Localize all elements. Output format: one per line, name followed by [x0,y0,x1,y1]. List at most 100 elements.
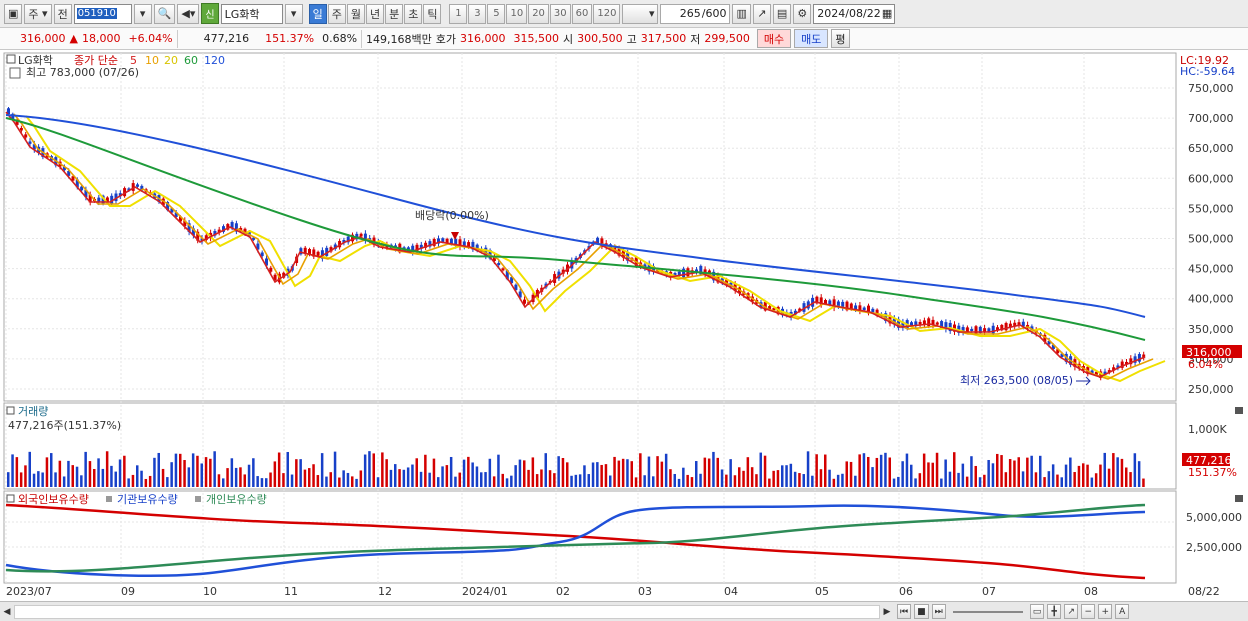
drawing-tools-icon[interactable]: ↗ [752,3,771,24]
sell-button[interactable]: 매도 [794,29,829,48]
date-field[interactable]: 2024/08/22 ▦ [813,3,896,24]
volume-bar [518,459,522,487]
divider [176,29,178,48]
calendar-icon[interactable]: ▦ [881,7,893,20]
name-dropdown-icon[interactable]: ▾ [284,3,303,24]
interval-button-10[interactable]: 10 [506,3,528,24]
volume-bar [660,461,664,487]
interval-button-120[interactable]: 120 [593,3,621,24]
volume-bar [1047,471,1051,487]
interval-button-5[interactable]: 5 [487,3,506,24]
jeon-button[interactable]: 전 [53,3,72,24]
save-icon[interactable]: ▤ [772,3,792,24]
candle-body [67,170,71,176]
period-tab-3[interactable]: 년 [365,3,385,24]
stock-code-input[interactable]: 051910 [73,3,132,24]
buy-button[interactable]: 매수 [756,29,792,48]
period-tab-4[interactable]: 분 [385,3,404,24]
scroll-right-icon[interactable]: ▶ [883,606,891,617]
prev-icon[interactable]: ⏮ [897,604,912,619]
font-icon[interactable]: A [1115,604,1130,619]
volume-bar [7,472,10,487]
speaker-icon[interactable]: ◀▾ [177,3,200,24]
panel-toggle-icon[interactable] [6,54,16,64]
candle-body [596,237,600,244]
interval-dropdown-icon[interactable]: ▾ [622,3,659,24]
interval-button-60[interactable]: 60 [571,3,593,24]
interval-button-1[interactable]: 1 [449,3,468,24]
candle-body [333,244,337,249]
volume-last-pct: 151.37% [1188,466,1237,479]
volume-panel-toggle-icon[interactable] [6,406,15,415]
volume-bar [37,471,40,487]
volume-bar [664,453,668,487]
volume-bar [1090,477,1094,487]
holding-panel-toggle-icon[interactable] [6,494,15,503]
scroll-left-icon[interactable]: ◀ [3,606,11,617]
volume-bar [836,474,840,487]
next-icon[interactable]: ⏭ [931,604,946,619]
candle-body [131,183,135,191]
volume-bar [15,457,19,487]
volume-bar [458,472,461,487]
window-menu-icon[interactable]: ▣ [4,3,23,24]
holding-panel-close-icon[interactable] [1235,495,1243,502]
stock-chart-svg[interactable]: LG화학 종가 단순 5 10 20 60 120 최고 783,000 (07… [0,50,1248,602]
candle-type-icon[interactable]: ▥ [732,3,751,24]
volume-bar [596,462,599,487]
volume-panel-close-icon[interactable] [1235,407,1243,414]
trend-icon[interactable]: ↗ [1064,604,1079,619]
volume-bar [626,459,629,487]
volume-bars [7,451,1145,487]
volume-bar [755,474,758,487]
candle-body [1099,371,1103,379]
candle-body [948,322,952,332]
volume-bar [785,465,788,487]
volume-bar [1103,452,1106,487]
zoom-in-icon[interactable]: + [1098,604,1113,619]
volume-bar [944,459,947,487]
scroll-track[interactable] [14,604,880,619]
search-icon[interactable]: 🔍 [153,3,176,24]
volume-bar [71,465,74,487]
interval-button-3[interactable]: 3 [468,3,487,24]
type-select[interactable]: 주 ▾ [24,3,52,24]
settings-gear-icon[interactable]: ⚙ [793,3,812,24]
bar-count-field[interactable]: 265/600 [660,3,731,24]
candle-body [1051,344,1055,350]
volume-value-label: 477,216주(151.37%) [8,419,121,432]
layout-icon[interactable]: ▭ [1029,604,1045,619]
crosshair-icon[interactable]: ╋ [1047,604,1062,619]
period-tab-6[interactable]: 틱 [423,3,442,24]
candle-body [136,184,139,187]
hc-label: HC:-59.64 [1180,65,1235,78]
volume-bar [1077,465,1081,487]
candle-body [62,166,66,171]
interval-button-20[interactable]: 20 [528,3,549,24]
chart-area[interactable]: LG화학 종가 단순 5 10 20 60 120 최고 783,000 (07… [0,50,1248,602]
volume-bar [1004,472,1008,487]
volume-bar [475,466,479,487]
period-tab-2[interactable]: 월 [346,3,365,24]
candle-body [918,321,922,325]
stop-icon[interactable]: ■ [914,604,929,619]
high-marker-icon [9,67,21,79]
ma10-line [13,113,1154,380]
zoom-slider[interactable] [952,610,1023,613]
candle-body [858,305,862,311]
stock-name-field[interactable]: LG화학 [220,3,283,24]
candle-body [1090,370,1094,374]
period-tab-1[interactable]: 주 [327,3,346,24]
evaluate-button[interactable]: 평 [831,29,850,48]
zoom-out-icon[interactable]: − [1081,604,1096,619]
period-tab-0[interactable]: 일 [308,3,327,24]
interval-button-30[interactable]: 30 [549,3,571,24]
quote-bar: 316,000 ▲ 18,000 +6.04% 477,216 151.37% … [0,28,1248,50]
candle-body [910,322,913,326]
volume-bar [974,465,977,487]
candle-body [849,303,853,310]
code-dropdown-icon[interactable]: ▾ [133,3,152,24]
candle-body [312,249,316,257]
period-tab-5[interactable]: 초 [404,3,423,24]
chart-scrollbar[interactable]: ◀ ▶ ⏮ ■ ⏭ ▭ ╋ ↗ − + A [0,601,1248,621]
